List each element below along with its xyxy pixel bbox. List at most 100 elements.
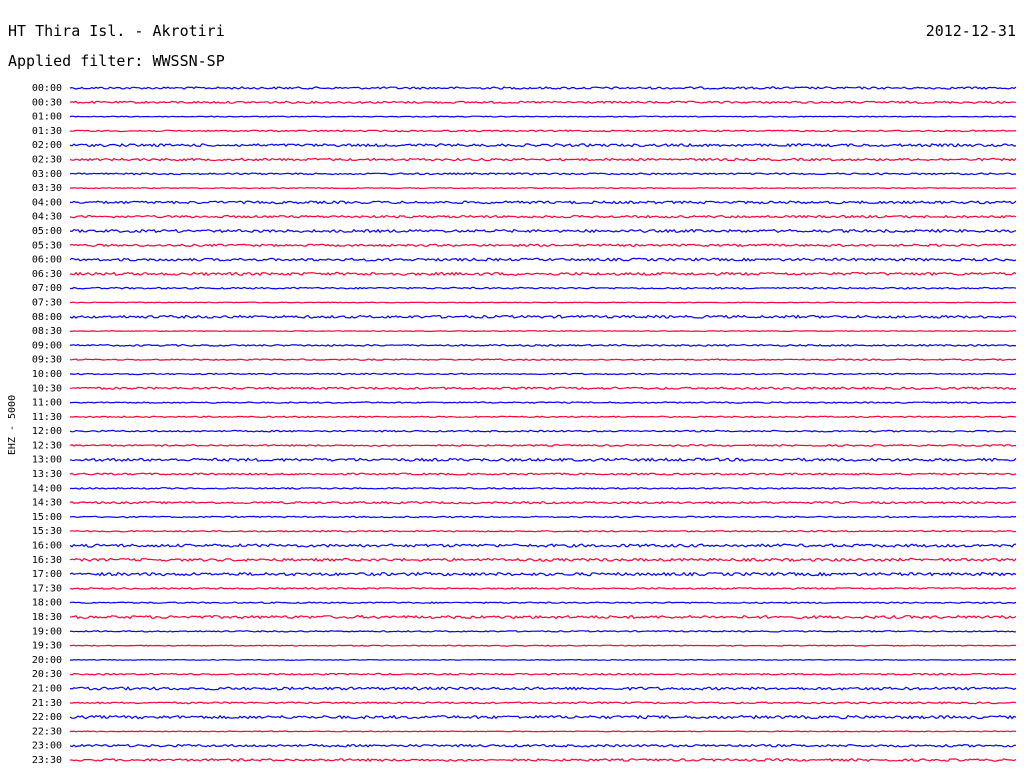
traces: 00:00 00:30 01:00 01:30 02:00 02:30 03:00 03:30…: [32, 83, 1017, 766]
trace: [69, 701, 1017, 705]
row-time-label: 09:00: [32, 340, 62, 351]
row-time-label: 16:00: [32, 541, 62, 552]
trace: [69, 358, 1017, 361]
row-time-label: 18:00: [32, 598, 62, 609]
row-time-label: 17:30: [32, 583, 62, 594]
row-time-label: 23:30: [32, 755, 62, 766]
trace: [69, 614, 1017, 620]
row-time-label: 12:30: [32, 440, 62, 451]
trace: [69, 644, 1017, 647]
trace: [69, 330, 1017, 333]
trace: [69, 743, 1016, 748]
row-time-label: 13:30: [32, 469, 62, 480]
row-time-label: 05:00: [32, 226, 62, 237]
trace: [69, 543, 1017, 548]
row-time-label: 08:30: [32, 326, 62, 337]
trace: [69, 228, 1017, 234]
row-time-label: 03:00: [32, 169, 62, 180]
row-time-label: 20:30: [32, 669, 62, 680]
row-time-label: 21:30: [32, 698, 62, 709]
row-time-label: 15:00: [32, 512, 62, 523]
trace: [69, 730, 1017, 733]
trace: [69, 257, 1017, 262]
trace: [69, 486, 1016, 490]
row-time-label: 22:30: [32, 726, 62, 737]
trace: [69, 301, 1017, 304]
station-title: HT Thira Isl. - Akrotiri: [8, 22, 225, 40]
row-time-label: 22:00: [32, 712, 62, 723]
row-time-label: 05:30: [32, 240, 62, 251]
row-time-label: 12:00: [32, 426, 62, 437]
trace: [69, 714, 1017, 720]
row-time-label: 14:00: [32, 483, 62, 494]
trace: [69, 630, 1017, 633]
row-time-label: 19:00: [32, 626, 62, 637]
trace: [69, 557, 1017, 563]
row-time-label: 01:00: [32, 112, 62, 123]
row-time-label: 07:30: [32, 297, 62, 308]
filter-label: Applied filter: WWSSN-SP: [8, 52, 225, 70]
row-time-label: 14:30: [32, 498, 62, 509]
row-time-label: 03:30: [32, 183, 62, 194]
trace: [69, 658, 1017, 661]
row-time-label: 09:30: [32, 355, 62, 366]
trace: [69, 100, 1017, 105]
row-time-label: 16:30: [32, 555, 62, 566]
row-time-label: 20:00: [32, 655, 62, 666]
trace: [70, 187, 1017, 190]
row-time-label: 15:30: [32, 526, 62, 537]
trace: [69, 243, 1017, 248]
row-time-label: 11:00: [32, 398, 62, 409]
trace: [69, 443, 1017, 447]
row-time-label: 13:00: [32, 455, 62, 466]
trace: [69, 429, 1017, 433]
trace: [69, 343, 1017, 347]
row-time-label: 06:00: [32, 255, 62, 266]
row-time-label: 19:30: [32, 641, 62, 652]
row-time-label: 06:30: [32, 269, 62, 280]
trace: [69, 472, 1017, 476]
trace: [69, 515, 1017, 519]
row-time-label: 00:00: [32, 83, 62, 94]
trace: [70, 401, 1017, 404]
trace: [69, 372, 1017, 376]
date: 2012-12-31: [926, 22, 1016, 40]
trace: [69, 601, 1017, 605]
row-time-label: 04:00: [32, 197, 62, 208]
row-time-label: 17:00: [32, 569, 62, 580]
row-time-label: 23:00: [32, 741, 62, 752]
row-time-label: 10:00: [32, 369, 62, 380]
trace: [69, 271, 1017, 277]
row-time-label: 10:30: [32, 383, 62, 394]
trace: [69, 86, 1017, 90]
trace: [69, 129, 1017, 133]
row-time-label: 11:30: [32, 412, 62, 423]
trace: [69, 142, 1017, 148]
trace: [69, 500, 1017, 505]
row-time-label: 01:30: [32, 126, 62, 137]
trace: [69, 415, 1017, 419]
row-time-label: 02:30: [32, 154, 62, 165]
trace: [69, 314, 1017, 320]
row-time-label: 21:00: [32, 684, 62, 695]
trace: [70, 758, 1017, 763]
trace: [69, 571, 1017, 577]
trace: [69, 172, 1017, 176]
row-time-label: 04:30: [32, 212, 62, 223]
trace: [69, 214, 1017, 219]
trace: [69, 386, 1017, 391]
trace: [69, 457, 1017, 463]
row-time-label: 08:00: [32, 312, 62, 323]
row-time-label: 07:00: [32, 283, 62, 294]
trace: [69, 115, 1017, 118]
trace: [69, 586, 1017, 590]
row-time-label: 18:30: [32, 612, 62, 623]
trace: [69, 529, 1017, 533]
trace: [69, 200, 1017, 205]
trace: [69, 286, 1017, 290]
trace: [69, 157, 1017, 162]
row-time-label: 00:30: [32, 97, 62, 108]
axis-label: EHZ - 5000: [7, 395, 18, 455]
trace: [69, 686, 1017, 691]
row-time-label: 02:00: [32, 140, 62, 151]
